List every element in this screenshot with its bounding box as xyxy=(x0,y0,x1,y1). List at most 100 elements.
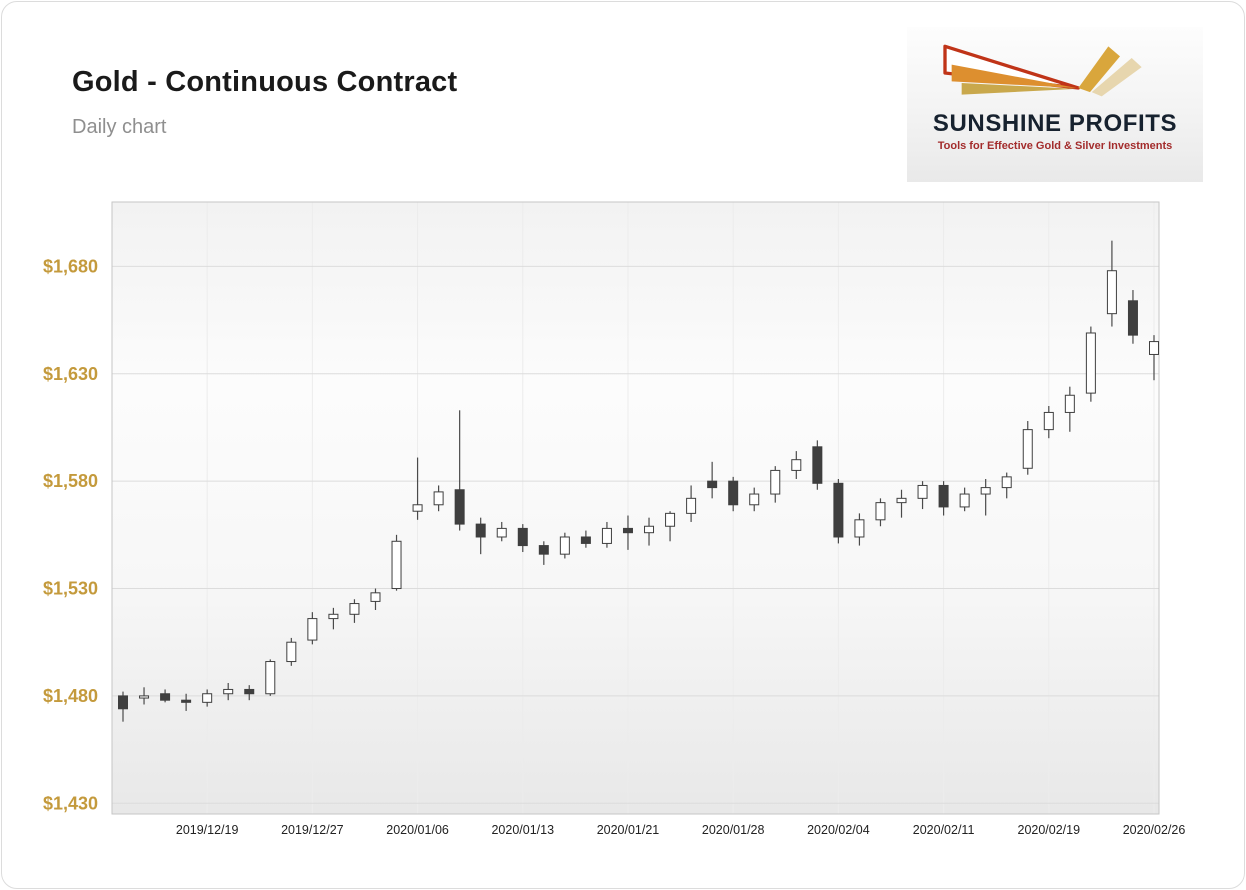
x-axis-label: 2019/12/19 xyxy=(176,823,239,837)
candle xyxy=(938,481,949,516)
candle-body xyxy=(517,527,528,547)
candle xyxy=(1106,240,1117,327)
candle-body xyxy=(601,527,612,544)
candle-body xyxy=(622,527,633,534)
candle xyxy=(770,466,781,503)
candle-body xyxy=(1085,332,1096,394)
candle-body xyxy=(980,487,991,495)
x-axis-label: 2020/02/26 xyxy=(1123,823,1186,837)
candle xyxy=(496,521,507,542)
candle-body xyxy=(454,489,465,525)
y-axis-label: $1,530 xyxy=(43,579,98,599)
candle-body xyxy=(139,695,150,699)
x-axis-label: 2020/02/11 xyxy=(913,823,975,837)
candle xyxy=(728,476,739,512)
candle xyxy=(665,511,676,542)
candle-body xyxy=(496,527,507,538)
candle xyxy=(686,485,697,522)
candle-body xyxy=(370,592,381,602)
candle-body xyxy=(391,540,402,590)
candle xyxy=(622,515,633,550)
candle xyxy=(580,530,591,548)
candle xyxy=(917,481,928,510)
candle-body xyxy=(917,484,928,499)
logo-ray-gold xyxy=(1078,46,1120,93)
candle xyxy=(391,534,402,591)
candle xyxy=(1127,290,1138,344)
candle-body xyxy=(665,512,676,527)
x-axis-label: 2020/01/21 xyxy=(597,823,660,837)
candle-body xyxy=(686,497,697,514)
candle-body xyxy=(749,493,760,506)
candle-body xyxy=(181,699,192,703)
candle xyxy=(791,451,802,480)
candle-body xyxy=(1022,429,1033,469)
logo-beam-orange xyxy=(951,64,1077,88)
candle-body xyxy=(307,618,318,641)
candle xyxy=(202,689,213,707)
candle-body xyxy=(160,693,171,701)
candle xyxy=(328,607,339,630)
candle xyxy=(307,612,318,645)
candle xyxy=(833,479,844,544)
logo-tagline: Tools for Effective Gold & Silver Invest… xyxy=(937,140,1173,153)
x-axis-label: 2020/01/13 xyxy=(491,823,554,837)
chart-subtitle: Daily chart xyxy=(72,116,167,138)
chart-header: Gold - Continuous Contract Daily chart xyxy=(72,66,457,139)
candle xyxy=(812,440,823,490)
y-axis-label: $1,680 xyxy=(43,256,98,276)
candle-body xyxy=(286,641,297,663)
candle-body xyxy=(707,480,718,489)
candle-body xyxy=(896,497,907,504)
candle-body xyxy=(538,545,549,555)
plot-background xyxy=(112,202,1159,814)
candle xyxy=(601,521,612,548)
candle xyxy=(118,691,128,722)
candle xyxy=(433,485,444,512)
candle-body xyxy=(559,536,570,555)
candle xyxy=(1085,326,1096,402)
candle-body xyxy=(1001,476,1012,489)
candle xyxy=(854,513,865,546)
candle xyxy=(370,588,381,610)
y-axis-label: $1,630 xyxy=(43,364,98,384)
x-axis-label: 2020/02/04 xyxy=(807,823,870,837)
candle xyxy=(959,487,970,512)
candle xyxy=(454,410,465,531)
plot-border xyxy=(111,201,1160,815)
candle xyxy=(1149,335,1159,381)
candle-body xyxy=(244,688,255,695)
candle xyxy=(749,487,760,512)
candle-body xyxy=(475,523,486,538)
candle-body xyxy=(580,536,591,544)
logo-ray-beige xyxy=(1091,58,1142,97)
candle xyxy=(517,524,528,553)
candle xyxy=(139,687,150,705)
candle xyxy=(475,517,486,555)
candle xyxy=(412,457,423,520)
candle xyxy=(1064,386,1075,432)
candle-body xyxy=(938,484,949,508)
candle-body xyxy=(412,504,423,512)
y-axis-label: $1,580 xyxy=(43,471,98,491)
candle xyxy=(1022,421,1033,475)
candle xyxy=(286,637,297,666)
candle xyxy=(265,659,276,696)
candle xyxy=(559,532,570,559)
candle xyxy=(349,599,360,623)
candle-body xyxy=(118,695,128,710)
x-axis-label: 2019/12/27 xyxy=(281,823,344,837)
logo-name: SUNSHINE PROFITS xyxy=(932,110,1178,137)
candle xyxy=(707,461,718,499)
logo-arrows-icon xyxy=(943,44,1142,97)
candle xyxy=(980,479,991,516)
chart-title: Gold - Continuous Contract xyxy=(72,66,458,98)
candle xyxy=(644,517,655,546)
candle-body xyxy=(854,519,865,538)
x-axis-label: 2020/01/06 xyxy=(386,823,449,837)
y-axis-label: $1,430 xyxy=(43,793,98,813)
candle xyxy=(223,683,234,701)
x-axis-label: 2020/01/28 xyxy=(702,823,765,837)
